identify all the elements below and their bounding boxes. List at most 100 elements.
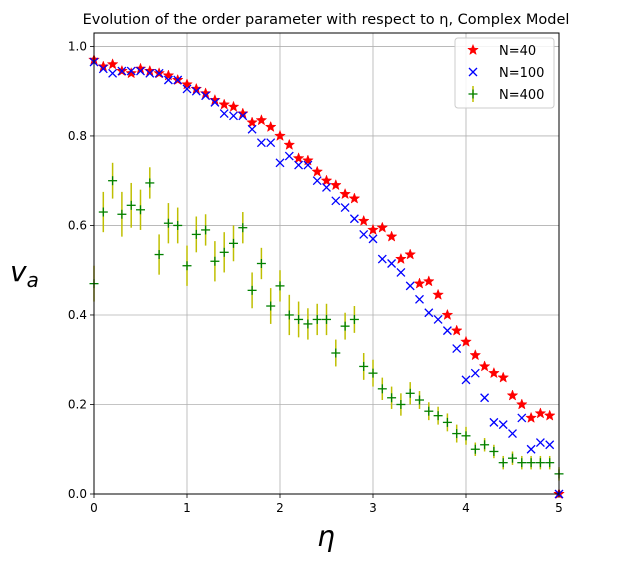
- point-n-100: [191, 86, 201, 96]
- point-n-400: [545, 458, 555, 468]
- star-marker: [376, 221, 389, 233]
- x-axis-ticks: 0 1 2 3 4 5: [90, 494, 563, 515]
- point-n-40: [478, 360, 491, 372]
- x-marker-stroke: [284, 151, 294, 161]
- point-n-100: [535, 438, 545, 447]
- x-marker-stroke: [526, 444, 536, 454]
- point-n-40: [497, 371, 510, 383]
- legend-item-n-100: N=100: [468, 66, 544, 81]
- star-marker: [515, 398, 528, 410]
- point-n-40: [227, 100, 240, 112]
- point-n-400: [98, 207, 108, 217]
- x-tick-label: 4: [462, 501, 470, 515]
- star-marker: [218, 98, 231, 110]
- star-marker: [106, 58, 119, 70]
- y-tick-label: 1.0: [68, 39, 87, 53]
- point-n-100: [238, 111, 248, 121]
- star-marker: [467, 43, 479, 56]
- legend-marker-n-100: [468, 67, 478, 77]
- point-n-100: [256, 138, 266, 148]
- point-n-40: [376, 221, 389, 233]
- point-n-400: [452, 429, 462, 439]
- point-n-400: [489, 446, 499, 456]
- x-axis-label: η: [317, 520, 335, 553]
- point-n-400: [368, 368, 378, 378]
- point-n-100: [433, 314, 443, 324]
- star-marker: [450, 324, 463, 336]
- point-n-400: [182, 261, 192, 271]
- star-marker: [329, 178, 342, 191]
- x-marker-stroke: [182, 84, 192, 94]
- point-n-400: [498, 458, 508, 468]
- x-marker-stroke: [136, 66, 145, 76]
- star-marker: [339, 187, 352, 200]
- star-marker: [525, 411, 538, 423]
- point-n-400: [535, 458, 545, 468]
- point-n-100: [545, 440, 555, 450]
- point-n-400: [396, 399, 406, 409]
- point-n-40: [450, 324, 463, 336]
- point-n-400: [508, 453, 517, 463]
- x-marker-stroke: [163, 75, 173, 85]
- x-tick-label: 0: [90, 501, 98, 515]
- legend-label-n-40: N=40: [499, 44, 536, 59]
- y-axis-label: va: [10, 255, 39, 292]
- x-marker-stroke: [452, 344, 462, 353]
- chart-title: Evolution of the order parameter with re…: [83, 12, 570, 28]
- legend-marker-n-400: [468, 89, 478, 99]
- star-marker: [432, 288, 445, 300]
- x-marker-stroke: [294, 160, 304, 170]
- legend-box: [454, 37, 555, 109]
- point-n-400: [424, 406, 434, 416]
- point-n-100: [489, 417, 499, 427]
- x-marker-stroke: [442, 326, 452, 336]
- star-marker: [292, 152, 305, 164]
- point-n-100: [275, 158, 285, 168]
- point-n-100: [387, 259, 397, 268]
- point-n-100: [396, 267, 406, 277]
- star-marker: [181, 78, 193, 90]
- x-marker-stroke: [489, 417, 499, 427]
- point-n-40: [125, 67, 138, 79]
- point-n-400: [191, 229, 201, 239]
- x-tick-label: 1: [183, 501, 191, 515]
- point-n-40: [534, 407, 547, 419]
- point-n-400: [136, 205, 145, 215]
- point-n-100: [517, 413, 527, 423]
- point-n-400: [312, 314, 322, 324]
- point-n-400: [294, 314, 304, 324]
- x-marker-stroke: [359, 229, 369, 239]
- x-marker-stroke: [238, 111, 248, 121]
- y-tick-label: 0.0: [68, 487, 87, 501]
- x-marker-stroke: [201, 91, 211, 101]
- x-marker-stroke: [377, 254, 387, 264]
- x-marker-stroke: [470, 368, 480, 378]
- x-marker-stroke: [256, 138, 266, 148]
- x-marker-stroke: [498, 420, 508, 430]
- point-n-100: [377, 254, 387, 264]
- point-n-400: [266, 301, 276, 311]
- star-marker: [404, 248, 417, 260]
- point-n-100: [303, 160, 313, 170]
- point-n-100: [498, 420, 508, 430]
- star-marker: [460, 335, 472, 347]
- point-n-400: [256, 259, 266, 268]
- point-n-400: [154, 250, 164, 260]
- star-marker: [162, 69, 175, 81]
- y-axis-label-subscript: a: [27, 268, 39, 292]
- x-marker-stroke: [368, 234, 378, 244]
- plot-frame: [93, 32, 560, 495]
- x-marker-stroke: [468, 67, 478, 77]
- x-marker-stroke: [108, 68, 118, 78]
- star-marker: [357, 214, 370, 227]
- point-n-40: [274, 129, 286, 141]
- point-n-40: [181, 78, 193, 90]
- x-marker-stroke: [387, 259, 397, 268]
- point-n-100: [359, 229, 369, 239]
- point-n-400: [229, 238, 238, 248]
- x-marker-stroke: [535, 438, 545, 447]
- y-tick-label: 0.8: [68, 129, 87, 143]
- star-marker: [274, 129, 286, 141]
- x-marker-stroke: [396, 267, 406, 277]
- x-marker-stroke: [424, 308, 434, 318]
